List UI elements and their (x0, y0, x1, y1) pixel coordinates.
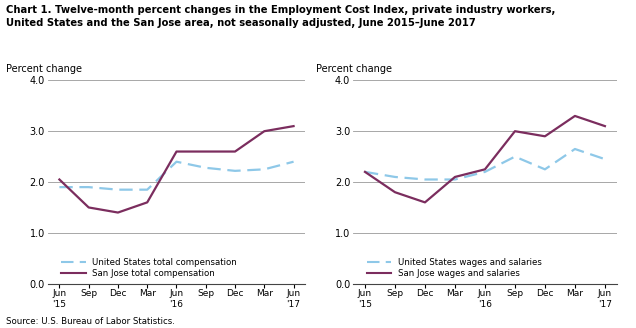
Legend: United States total compensation, San Jose total compensation: United States total compensation, San Jo… (58, 254, 240, 282)
Text: Chart 1. Twelve-month percent changes in the Employment Cost Index, private indu: Chart 1. Twelve-month percent changes in… (6, 5, 556, 15)
Text: Percent change: Percent change (316, 64, 392, 74)
Text: Source: U.S. Bureau of Labor Statistics.: Source: U.S. Bureau of Labor Statistics. (6, 318, 176, 326)
Text: United States and the San Jose area, not seasonally adjusted, June 2015–June 201: United States and the San Jose area, not… (6, 18, 476, 28)
Legend: United States wages and salaries, San Jose wages and salaries: United States wages and salaries, San Jo… (364, 254, 545, 282)
Text: Percent change: Percent change (6, 64, 83, 74)
